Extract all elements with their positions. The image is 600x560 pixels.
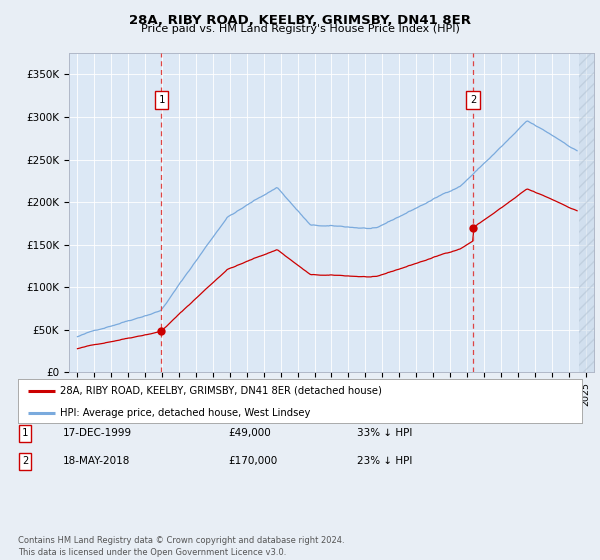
Text: 2: 2 (22, 456, 28, 466)
Text: 23% ↓ HPI: 23% ↓ HPI (357, 456, 412, 466)
Text: 28A, RIBY ROAD, KEELBY, GRIMSBY, DN41 8ER: 28A, RIBY ROAD, KEELBY, GRIMSBY, DN41 8E… (129, 14, 471, 27)
Text: 1: 1 (158, 95, 164, 105)
Text: 18-MAY-2018: 18-MAY-2018 (63, 456, 130, 466)
Text: Contains HM Land Registry data © Crown copyright and database right 2024.
This d: Contains HM Land Registry data © Crown c… (18, 536, 344, 557)
Text: £49,000: £49,000 (228, 428, 271, 438)
Text: Price paid vs. HM Land Registry's House Price Index (HPI): Price paid vs. HM Land Registry's House … (140, 24, 460, 34)
Text: 28A, RIBY ROAD, KEELBY, GRIMSBY, DN41 8ER (detached house): 28A, RIBY ROAD, KEELBY, GRIMSBY, DN41 8E… (60, 386, 382, 396)
Text: 33% ↓ HPI: 33% ↓ HPI (357, 428, 412, 438)
Text: 17-DEC-1999: 17-DEC-1999 (63, 428, 132, 438)
Text: 1: 1 (22, 428, 28, 438)
Text: £170,000: £170,000 (228, 456, 277, 466)
Bar (579, 53, 600, 372)
Text: HPI: Average price, detached house, West Lindsey: HPI: Average price, detached house, West… (60, 408, 311, 418)
Text: 2: 2 (470, 95, 476, 105)
